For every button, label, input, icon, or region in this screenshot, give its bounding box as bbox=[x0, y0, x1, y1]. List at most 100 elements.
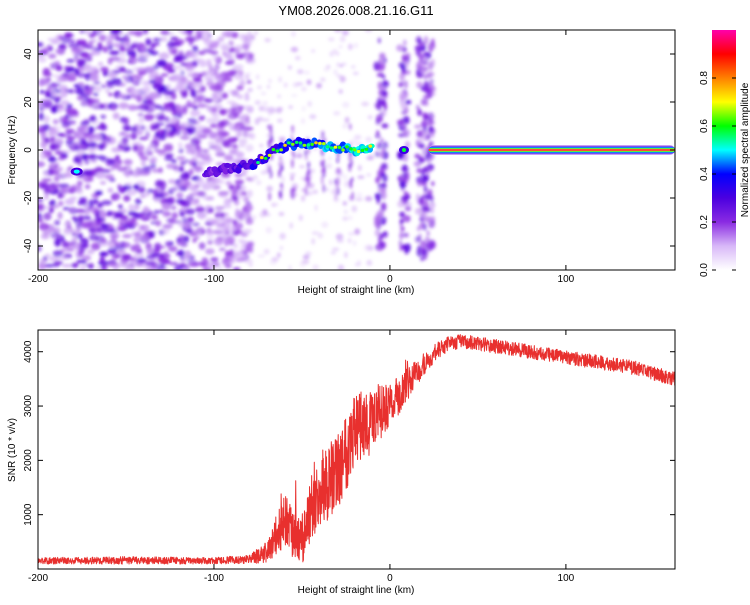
column-speckle bbox=[431, 181, 435, 187]
noise-speckle bbox=[158, 167, 163, 174]
column-speckle bbox=[419, 197, 424, 207]
noise-speckle bbox=[209, 117, 219, 124]
noise-speckle bbox=[142, 165, 152, 173]
noise-speckle bbox=[248, 34, 256, 41]
noise-speckle bbox=[178, 147, 184, 154]
noise-speckle bbox=[197, 59, 206, 65]
noise-speckle bbox=[155, 220, 162, 227]
noise-speckle bbox=[132, 78, 141, 87]
noise-speckle bbox=[187, 117, 197, 126]
column-speckle bbox=[379, 220, 386, 226]
column-speckle bbox=[380, 202, 387, 211]
noise-speckle bbox=[123, 69, 134, 75]
noise-speckle bbox=[70, 38, 76, 45]
noise-speckle bbox=[186, 31, 193, 36]
column-speckle bbox=[423, 174, 429, 182]
noise-speckle bbox=[96, 155, 107, 160]
ridge-core bbox=[352, 148, 357, 152]
noise-speckle bbox=[41, 224, 47, 231]
noise-speckle bbox=[128, 203, 134, 212]
noise-speckle bbox=[171, 108, 177, 116]
column-speckle bbox=[404, 205, 412, 212]
noise-speckle bbox=[194, 166, 204, 172]
noise-speckle bbox=[87, 206, 92, 211]
noise-speckle bbox=[107, 73, 118, 77]
heatmap-features bbox=[70, 136, 675, 178]
noise-speckle bbox=[162, 224, 174, 229]
ridge-core bbox=[314, 141, 318, 145]
streak-speckle bbox=[278, 190, 282, 199]
noise-speckle bbox=[81, 100, 88, 106]
noise-speckle bbox=[355, 192, 363, 198]
noise-speckle bbox=[142, 125, 149, 132]
snr-frame bbox=[37, 329, 676, 570]
column-speckle bbox=[379, 52, 386, 60]
noise-speckle bbox=[42, 47, 49, 55]
noise-speckle bbox=[98, 34, 107, 42]
noise-speckle bbox=[169, 188, 175, 192]
column-speckle bbox=[399, 72, 406, 81]
noise-speckle bbox=[186, 145, 194, 153]
column-speckle bbox=[374, 219, 381, 228]
ridge-core bbox=[263, 156, 268, 160]
noise-speckle bbox=[225, 180, 232, 186]
noise-speckle bbox=[166, 241, 171, 248]
noise-speckle bbox=[160, 30, 170, 36]
noise-speckle bbox=[57, 157, 64, 161]
noise-speckle bbox=[151, 214, 159, 221]
noise-speckle bbox=[48, 227, 57, 232]
column-speckle bbox=[398, 151, 403, 160]
column-speckle bbox=[420, 157, 425, 164]
streak-speckle bbox=[336, 186, 340, 196]
streak-speckle bbox=[322, 184, 326, 193]
noise-speckle bbox=[259, 211, 266, 218]
noise-speckle bbox=[248, 263, 253, 267]
column-speckle bbox=[415, 36, 422, 44]
x-tick-label: 0 bbox=[387, 274, 393, 285]
noise-speckle bbox=[46, 86, 53, 92]
column-speckle bbox=[421, 199, 428, 204]
noise-speckle bbox=[148, 50, 159, 56]
noise-speckle bbox=[186, 229, 193, 234]
column-speckle bbox=[424, 93, 430, 101]
noise-speckle bbox=[178, 85, 188, 92]
noise-speckle bbox=[65, 128, 75, 134]
noise-speckle bbox=[279, 245, 284, 251]
noise-speckle bbox=[84, 133, 96, 140]
noise-speckle bbox=[364, 244, 372, 251]
snr-ticks: -200 -100 0 100 1000 2000 3000 4000 bbox=[23, 330, 675, 584]
noise-speckle bbox=[124, 182, 133, 186]
isolated-blob-core bbox=[73, 169, 80, 174]
column-speckle bbox=[416, 60, 424, 68]
x-tick-label: 100 bbox=[558, 274, 575, 285]
noise-speckle bbox=[39, 90, 45, 94]
noise-speckle bbox=[210, 178, 222, 185]
column-speckle bbox=[427, 190, 432, 195]
noise-speckle bbox=[38, 112, 45, 121]
noise-speckle bbox=[331, 247, 340, 251]
noise-speckle bbox=[182, 200, 191, 208]
column-speckle bbox=[404, 106, 409, 114]
noise-speckle bbox=[198, 242, 206, 250]
noise-speckle bbox=[328, 37, 335, 42]
noise-speckle bbox=[111, 78, 122, 86]
noise-speckle bbox=[99, 251, 107, 256]
noise-speckle bbox=[136, 257, 147, 264]
noise-speckle bbox=[208, 43, 219, 49]
noise-speckle bbox=[247, 189, 253, 198]
noise-speckle bbox=[40, 131, 47, 137]
streak-speckle bbox=[267, 140, 271, 148]
noise-speckle bbox=[63, 229, 72, 236]
column-speckle bbox=[406, 129, 411, 136]
noise-speckle bbox=[95, 171, 106, 179]
column-speckle bbox=[414, 153, 421, 159]
noise-speckle bbox=[105, 89, 110, 94]
noise-speckle bbox=[118, 66, 126, 73]
noise-speckle bbox=[237, 238, 245, 242]
noise-speckle bbox=[161, 262, 166, 270]
noise-speckle bbox=[96, 202, 104, 209]
noise-speckle bbox=[245, 204, 254, 211]
noise-speckle bbox=[71, 231, 76, 237]
noise-speckle bbox=[355, 197, 363, 202]
noise-speckle bbox=[79, 263, 86, 270]
